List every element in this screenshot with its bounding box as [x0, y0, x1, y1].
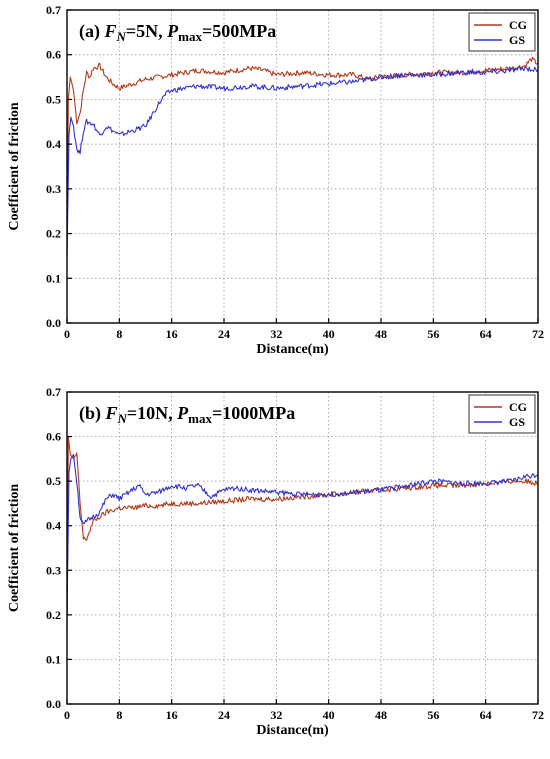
panel-title-part: (b) [79, 403, 106, 424]
x-axis-title: Distance(m) [256, 723, 329, 738]
y-tick-label: 0.6 [46, 48, 61, 62]
y-tick-label: 0.3 [46, 563, 61, 577]
x-tick-label: 0 [64, 327, 70, 341]
y-tick-label: 0.4 [46, 137, 61, 151]
y-axis-title: Coefficient of friction [7, 484, 22, 612]
x-tick-label: 48 [375, 327, 387, 341]
legend-box [468, 394, 536, 434]
x-axis-title: Distance(m) [256, 342, 329, 357]
y-tick-label: 0.2 [46, 608, 61, 622]
y-tick-label: 0.6 [46, 430, 61, 444]
y-axis-title: Coefficient of friction [7, 102, 22, 230]
y-tick-label: 0.5 [46, 92, 61, 106]
panel-title-part: max [178, 29, 202, 44]
y-tick-label: 0.3 [46, 182, 61, 196]
y-tick-label: 0.5 [46, 474, 61, 488]
x-tick-label: 48 [375, 708, 387, 722]
x-tick-label: 40 [323, 327, 335, 341]
panel-title: (a) FN=5N, Pmax=500MPa [79, 21, 276, 44]
x-tick-label: 72 [532, 327, 544, 341]
chart-panel-b: 0 8 16 24 32 40 48 56 64 72 0.0 0.1 0.2 0.3 0.4 0.5 0.6 0… [7, 385, 544, 738]
panel-title-part: =10N, [127, 403, 177, 423]
panel-title-part: (a) [79, 21, 105, 42]
x-tick-label: 0 [64, 708, 70, 722]
panel-title-part: F [105, 403, 118, 423]
panel-title-part: N [117, 411, 128, 426]
y-tick-label: 0.4 [46, 519, 61, 533]
panel-title-part: P [176, 403, 189, 423]
y-tick-label: 0.2 [46, 227, 61, 241]
y-tick-label: 0.1 [46, 271, 61, 285]
x-tick-label: 32 [270, 708, 282, 722]
x-tick-label: 24 [218, 708, 230, 722]
x-tick-label: 64 [480, 708, 492, 722]
y-tick-label: 0.7 [46, 385, 61, 399]
panel-title-part: F [104, 21, 117, 41]
x-tick-label: 72 [532, 708, 544, 722]
x-tick-label: 16 [166, 708, 178, 722]
panel-title-part: max [188, 411, 212, 426]
chart-panel-a: 0 8 16 24 32 40 48 56 64 72 0.0 0.1 0.2 0.3 0.4 0.5 0.6 0… [7, 3, 544, 357]
legend-box [468, 12, 536, 52]
y-tick-label: 0.7 [46, 3, 61, 17]
panel-title-part: =1000MPa [212, 403, 295, 423]
panel-title-part: =5N, [126, 21, 167, 41]
y-tick-label: 0.0 [46, 697, 61, 711]
panel-title-part: =500MPa [202, 21, 276, 41]
legend-label-cg: CG [509, 400, 527, 414]
series-line-gs [66, 453, 539, 615]
plot-frame [66, 9, 539, 324]
x-tick-label: 24 [218, 327, 230, 341]
legend-label-gs: GS [509, 33, 525, 47]
legend-label-gs: GS [509, 415, 525, 429]
panel-title-part: N [116, 29, 127, 44]
series-line-cg [66, 436, 539, 638]
x-tick-label: 56 [427, 327, 439, 341]
x-tick-label: 16 [166, 327, 178, 341]
x-tick-label: 64 [480, 327, 492, 341]
y-tick-label: 0.1 [46, 652, 61, 666]
series-line-gs [66, 66, 539, 256]
legend-label-cg: CG [509, 18, 527, 32]
panel-title: (b) FN=10N, Pmax=1000MPa [79, 403, 295, 426]
plot-frame [66, 391, 539, 705]
x-tick-label: 32 [270, 327, 282, 341]
panel-title-part: P [166, 21, 179, 41]
x-tick-label: 8 [116, 708, 122, 722]
x-tick-label: 8 [116, 327, 122, 341]
x-tick-label: 40 [323, 708, 335, 722]
y-tick-label: 0.0 [46, 316, 61, 330]
x-tick-label: 56 [427, 708, 439, 722]
